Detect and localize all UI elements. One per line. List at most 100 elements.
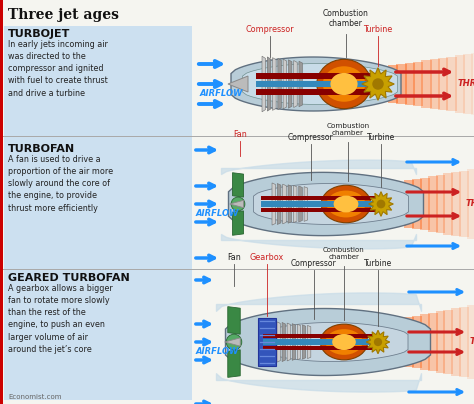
Text: TURBOFAN: TURBOFAN bbox=[8, 144, 75, 154]
Bar bbox=[0, 269, 474, 270]
Polygon shape bbox=[293, 185, 297, 223]
Bar bbox=[256, 73, 386, 79]
Circle shape bbox=[377, 200, 385, 208]
Polygon shape bbox=[283, 59, 287, 109]
Bar bbox=[444, 173, 454, 235]
Text: THRUST: THRUST bbox=[458, 80, 474, 88]
Polygon shape bbox=[272, 183, 275, 225]
Bar bbox=[467, 169, 474, 239]
Ellipse shape bbox=[326, 329, 363, 355]
Ellipse shape bbox=[334, 196, 358, 213]
Polygon shape bbox=[228, 307, 240, 334]
Bar bbox=[261, 201, 381, 206]
Text: Combustion
chamber: Combustion chamber bbox=[323, 8, 369, 28]
Text: THRUST: THRUST bbox=[470, 337, 474, 347]
Text: Gearbox: Gearbox bbox=[250, 253, 284, 262]
Bar bbox=[0, 0, 3, 404]
Text: Combustion
chamber: Combustion chamber bbox=[327, 123, 370, 136]
Bar bbox=[256, 80, 386, 88]
Text: Fan: Fan bbox=[233, 130, 247, 139]
Bar bbox=[455, 55, 465, 113]
Bar bbox=[256, 89, 386, 95]
Bar bbox=[261, 196, 381, 200]
Bar bbox=[471, 53, 474, 115]
Polygon shape bbox=[294, 61, 297, 107]
Polygon shape bbox=[225, 338, 240, 346]
Circle shape bbox=[372, 78, 384, 90]
Polygon shape bbox=[278, 58, 282, 109]
Ellipse shape bbox=[323, 66, 365, 102]
Bar bbox=[405, 63, 415, 105]
Bar bbox=[447, 57, 456, 112]
Polygon shape bbox=[254, 183, 409, 225]
Text: Turbine: Turbine bbox=[364, 259, 392, 268]
Bar bbox=[263, 339, 375, 345]
Bar bbox=[396, 64, 407, 104]
Text: A fan is used to drive a
proportion of the air more
slowly around the core of
th: A fan is used to drive a proportion of t… bbox=[8, 155, 113, 213]
Text: AIRFLOW: AIRFLOW bbox=[196, 347, 239, 356]
Polygon shape bbox=[288, 60, 292, 108]
Polygon shape bbox=[277, 183, 281, 225]
Bar bbox=[436, 175, 446, 233]
Polygon shape bbox=[302, 325, 306, 359]
Polygon shape bbox=[362, 68, 394, 100]
Bar bbox=[404, 317, 414, 367]
Text: TURBOJET: TURBOJET bbox=[8, 29, 70, 39]
Polygon shape bbox=[228, 76, 248, 92]
Text: Compressor: Compressor bbox=[291, 259, 337, 268]
Text: Combustion
chamber: Combustion chamber bbox=[323, 247, 365, 260]
Polygon shape bbox=[231, 57, 401, 111]
Polygon shape bbox=[243, 63, 398, 105]
Polygon shape bbox=[277, 322, 281, 362]
Polygon shape bbox=[267, 57, 271, 111]
Bar bbox=[258, 318, 276, 366]
Bar bbox=[421, 60, 432, 108]
Bar bbox=[263, 334, 375, 338]
Polygon shape bbox=[297, 324, 301, 360]
Polygon shape bbox=[287, 323, 291, 361]
Bar bbox=[420, 314, 429, 370]
Polygon shape bbox=[232, 211, 244, 235]
Bar bbox=[396, 182, 406, 226]
Bar bbox=[4, 26, 192, 146]
Bar bbox=[467, 305, 474, 379]
Ellipse shape bbox=[231, 197, 245, 211]
Ellipse shape bbox=[327, 191, 365, 217]
Polygon shape bbox=[369, 191, 393, 216]
Bar bbox=[429, 59, 440, 109]
Polygon shape bbox=[299, 61, 302, 107]
Circle shape bbox=[374, 338, 382, 346]
Polygon shape bbox=[228, 173, 423, 236]
Bar bbox=[438, 58, 448, 110]
Ellipse shape bbox=[330, 73, 357, 95]
Text: Compressor: Compressor bbox=[246, 25, 294, 34]
Bar bbox=[436, 311, 446, 373]
Bar bbox=[428, 313, 438, 371]
Bar bbox=[404, 181, 414, 227]
Polygon shape bbox=[283, 184, 286, 224]
Bar bbox=[263, 346, 375, 350]
Polygon shape bbox=[308, 326, 311, 359]
Ellipse shape bbox=[332, 334, 356, 350]
Polygon shape bbox=[260, 322, 408, 362]
Polygon shape bbox=[304, 187, 308, 221]
Ellipse shape bbox=[226, 334, 242, 350]
Polygon shape bbox=[299, 186, 302, 222]
Polygon shape bbox=[226, 309, 430, 375]
Bar bbox=[420, 178, 429, 230]
Text: AIRFLOW: AIRFLOW bbox=[196, 210, 239, 219]
Ellipse shape bbox=[320, 324, 368, 360]
Bar bbox=[459, 307, 469, 377]
Bar bbox=[463, 54, 474, 114]
Polygon shape bbox=[366, 330, 390, 354]
Text: Three jet ages: Three jet ages bbox=[8, 8, 119, 22]
Bar bbox=[413, 61, 423, 107]
Text: THRUST: THRUST bbox=[466, 200, 474, 208]
Ellipse shape bbox=[317, 59, 371, 109]
Text: A gearbox allows a bigger
fan to rotate more slowly
than the rest of the
engine,: A gearbox allows a bigger fan to rotate … bbox=[8, 284, 113, 354]
Bar bbox=[412, 316, 422, 368]
Bar bbox=[428, 176, 438, 232]
Bar bbox=[4, 270, 192, 400]
Bar bbox=[0, 136, 474, 137]
Bar bbox=[4, 141, 192, 269]
